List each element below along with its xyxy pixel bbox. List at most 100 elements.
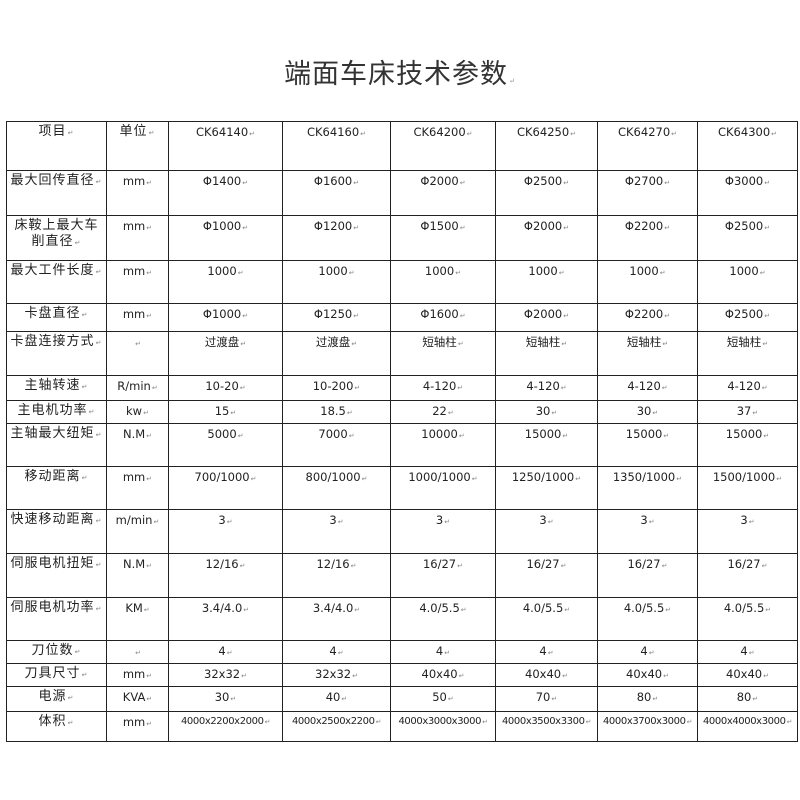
value-cell: 短轴柱 [697, 331, 798, 376]
value-cell: 40x40 [697, 663, 798, 687]
value-cell: 800/1000 [282, 466, 391, 510]
value-cell: 16/27 [597, 553, 698, 598]
value-cell: Φ2000 [495, 303, 598, 332]
value-cell: Φ2500 [697, 303, 798, 332]
value-cell: Φ2500 [697, 215, 798, 261]
unit-cell: m/min [106, 509, 169, 554]
unit-cell: mm [106, 466, 169, 510]
table-row: 卡盘连接方式过渡盘过渡盘短轴柱短轴柱短轴柱短轴柱 [6, 331, 798, 376]
value-cell: 1000 [168, 260, 283, 304]
unit-cell: mm [106, 170, 169, 216]
value-cell: 1500/1000 [697, 466, 798, 510]
value-cell: Φ1600 [282, 170, 391, 216]
unit-cell: KVA [106, 686, 169, 712]
unit-cell: mm [106, 663, 169, 687]
value-cell: 30 [597, 400, 698, 424]
value-cell: Φ1250 [282, 303, 391, 332]
value-cell: 4-120 [390, 375, 496, 401]
unit-cell [106, 640, 169, 664]
table-row: 刀具尺寸mm32x3232x3240x4040x4040x4040x40 [6, 663, 798, 687]
value-cell: 50 [390, 686, 496, 712]
value-cell: 3 [168, 509, 283, 554]
value-cell: 12/16 [282, 553, 391, 598]
value-cell: 4000x2500x2200 [282, 711, 391, 742]
value-cell: 1000/1000 [390, 466, 496, 510]
value-cell: 12/16 [168, 553, 283, 598]
item-cell: 卡盘直径 [6, 303, 107, 332]
value-cell: 4 [495, 640, 598, 664]
table-row: 最大回传直径mmΦ1400Φ1600Φ2000Φ2500Φ2700Φ3000 [6, 170, 798, 216]
value-cell: 4 [697, 640, 798, 664]
unit-cell: mm [106, 303, 169, 332]
unit-cell: mm [106, 260, 169, 304]
header-model: CK64250 [495, 121, 598, 171]
value-cell: 70 [495, 686, 598, 712]
value-cell: 4.0/5.5 [597, 597, 698, 641]
value-cell: 4.0/5.5 [495, 597, 598, 641]
value-cell: 32x32 [168, 663, 283, 687]
value-cell: Φ3000 [697, 170, 798, 216]
value-cell: 1000 [495, 260, 598, 304]
item-cell: 电源 [6, 686, 107, 712]
unit-cell: KM [106, 597, 169, 641]
value-cell: 40x40 [495, 663, 598, 687]
value-cell: 5000 [168, 423, 283, 467]
value-cell: 4 [390, 640, 496, 664]
value-cell: Φ2700 [597, 170, 698, 216]
value-cell: 4 [282, 640, 391, 664]
value-cell: 3 [495, 509, 598, 554]
unit-cell: N.M [106, 553, 169, 598]
value-cell: 4-120 [697, 375, 798, 401]
unit-cell: mm [106, 711, 169, 742]
table-row: 主轴转速R/min10-2010-2004-1204-1204-1204-120 [6, 375, 798, 401]
item-cell: 移动距离 [6, 466, 107, 510]
value-cell: 4.0/5.5 [697, 597, 798, 641]
value-cell: 4-120 [495, 375, 598, 401]
value-cell: 短轴柱 [390, 331, 496, 376]
table-row: 快速移动距离m/min333333 [6, 509, 798, 554]
value-cell: 7000 [282, 423, 391, 467]
value-cell: 18.5 [282, 400, 391, 424]
header-row: 项目 单位 CK64140 CK64160 CK64200 CK64250 CK… [6, 121, 798, 171]
value-cell: 3 [390, 509, 496, 554]
header-model: CK64270 [597, 121, 698, 171]
table-row: 伺服电机功率KM3.4/4.03.4/4.04.0/5.54.0/5.54.0/… [6, 597, 798, 641]
item-cell: 体积 [6, 711, 107, 742]
value-cell: 10-20 [168, 375, 283, 401]
header-model: CK64200 [390, 121, 496, 171]
table-row: 床鞍上最大车削直径mmΦ1000Φ1200Φ1500Φ2000Φ2200Φ250… [6, 215, 798, 261]
value-cell: 30 [168, 686, 283, 712]
value-cell: 过渡盘 [282, 331, 391, 376]
table-row: 体积mm4000x2200x20004000x2500x22004000x300… [6, 711, 798, 742]
table-row: 主电机功率kw1518.522303037 [6, 400, 798, 424]
value-cell: Φ1500 [390, 215, 496, 261]
item-cell: 伺服电机功率 [6, 597, 107, 641]
value-cell: 80 [597, 686, 698, 712]
value-cell: 3.4/4.0 [168, 597, 283, 641]
item-cell: 床鞍上最大车削直径 [6, 215, 107, 261]
header-model: CK64160 [282, 121, 391, 171]
value-cell: 短轴柱 [597, 331, 698, 376]
value-cell: Φ2500 [495, 170, 598, 216]
value-cell: 4000x2200x2000 [168, 711, 283, 742]
table-row: 伺服电机扭矩N.M12/1612/1616/2716/2716/2716/27 [6, 553, 798, 598]
unit-cell: R/min [106, 375, 169, 401]
table-row: 刀位数444444 [6, 640, 798, 664]
value-cell: 4000x3500x3300 [495, 711, 598, 742]
value-cell: 30 [495, 400, 598, 424]
value-cell: 3 [597, 509, 698, 554]
value-cell: 4000x3700x3000 [597, 711, 698, 742]
table-row: 电源KVA304050708080 [6, 686, 798, 712]
value-cell: Φ1200 [282, 215, 391, 261]
value-cell: 22 [390, 400, 496, 424]
value-cell: 3 [282, 509, 391, 554]
value-cell: 32x32 [282, 663, 391, 687]
value-cell: 80 [697, 686, 798, 712]
value-cell: 10000 [390, 423, 496, 467]
item-cell: 卡盘连接方式 [6, 331, 107, 376]
value-cell: 4.0/5.5 [390, 597, 496, 641]
item-cell: 刀位数 [6, 640, 107, 664]
header-model: CK64140 [168, 121, 283, 171]
document-title: 端面车床技术参数 [0, 52, 800, 91]
item-cell: 主轴最大纽矩 [6, 423, 107, 467]
